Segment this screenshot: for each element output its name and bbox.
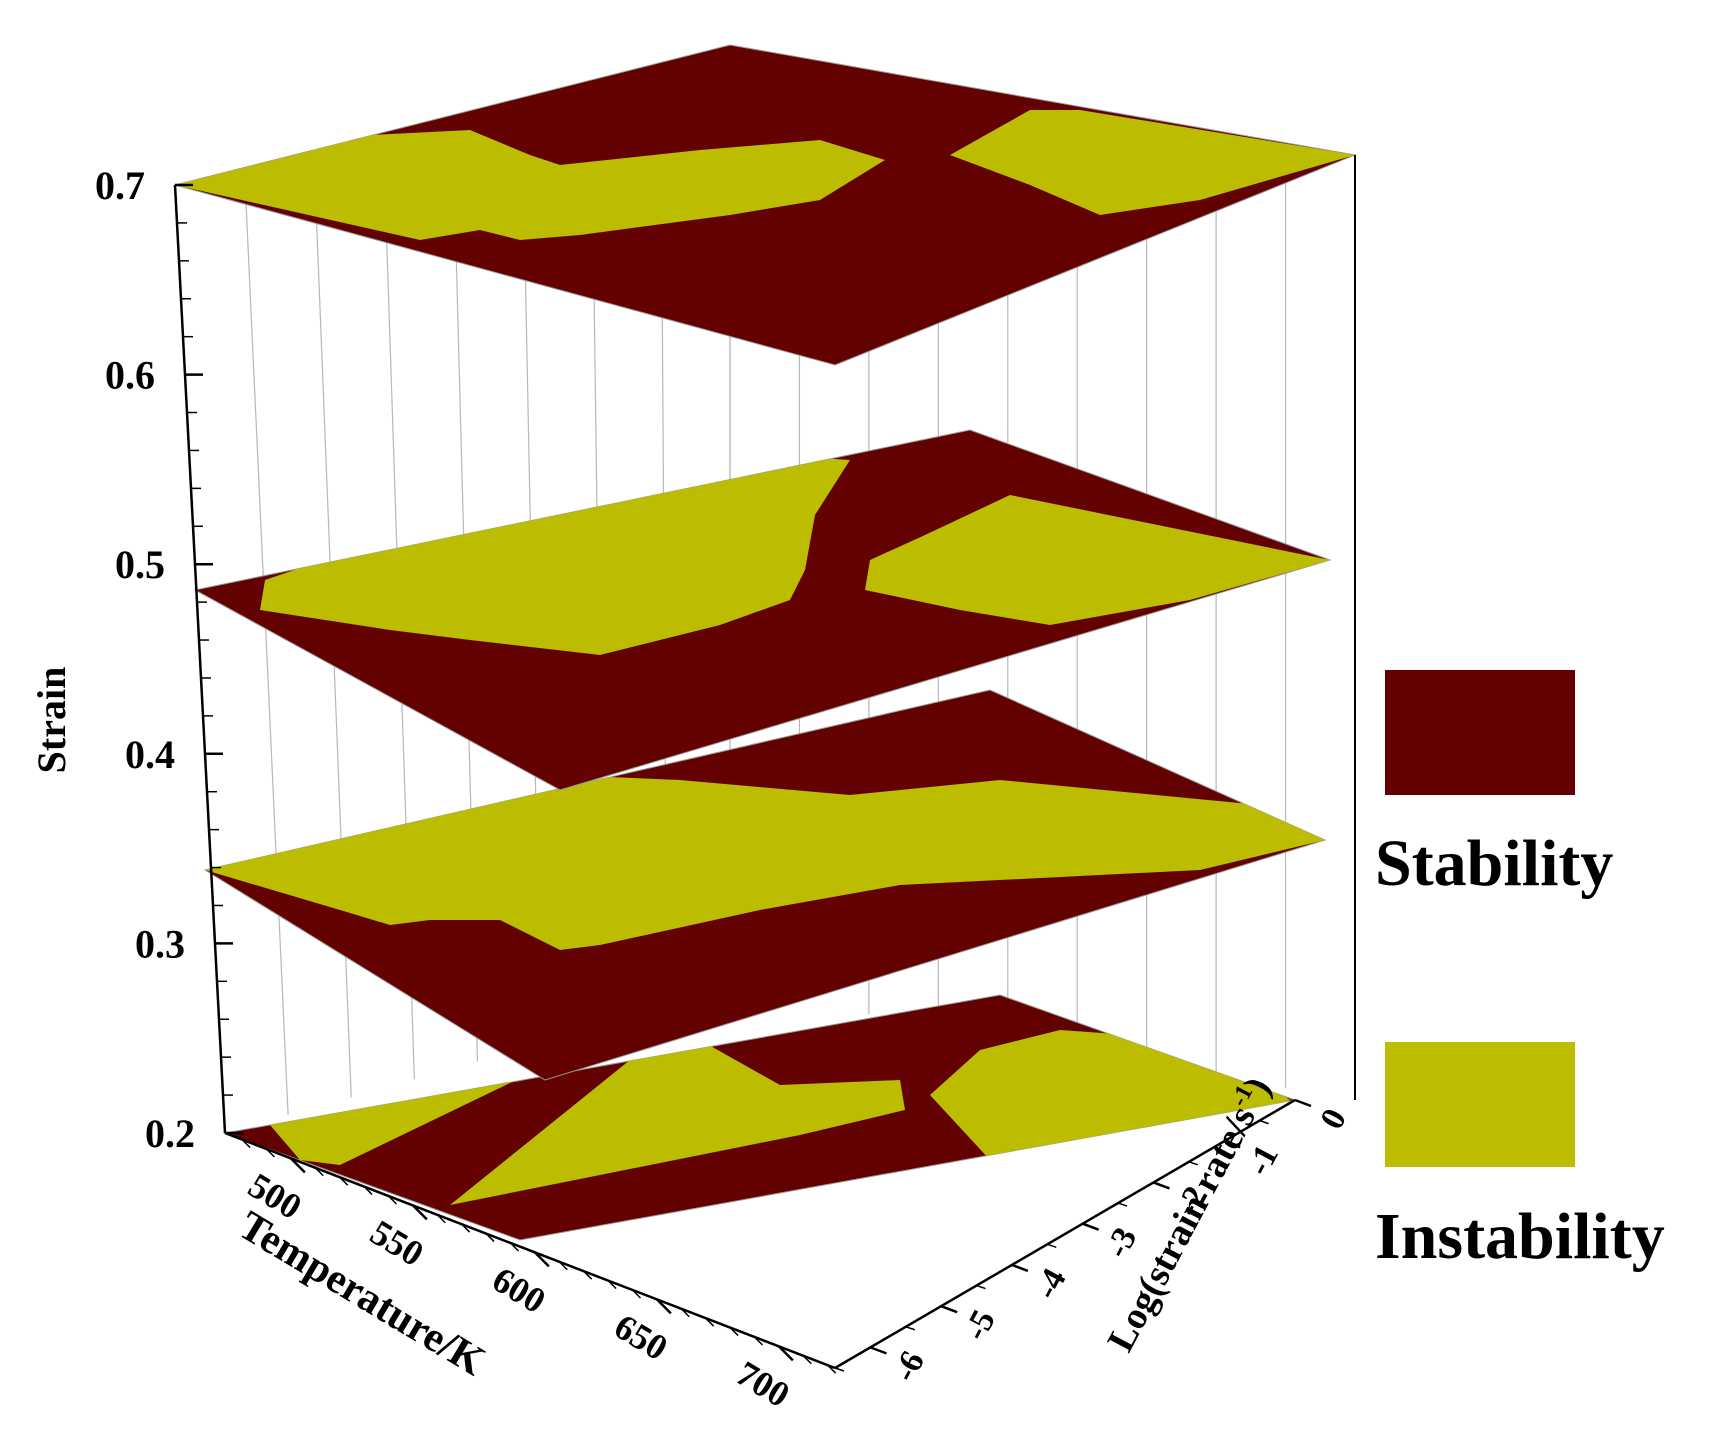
y-axis-line (834, 1098, 1296, 1370)
x-axis-major-tick (533, 1251, 550, 1268)
layer-3-instability-region (950, 110, 1355, 215)
x-axis-minor-tick (363, 1186, 373, 1196)
y-axis-major-tick (1082, 1222, 1100, 1231)
x-axis-minor-tick (753, 1336, 764, 1346)
x-axis-line (224, 1131, 836, 1370)
x-axis-minor-tick (461, 1223, 471, 1233)
z-axis-tick-label: 0.5 (115, 542, 165, 587)
x-axis-minor-tick (607, 1280, 617, 1290)
x-axis-tick-label: 650 (608, 1306, 675, 1368)
y-axis-minor-tick (905, 1326, 916, 1331)
y-axis-major-tick (940, 1304, 958, 1314)
x-axis-minor-tick (339, 1176, 349, 1186)
y-axis-minor-tick (1047, 1243, 1057, 1249)
y-axis-tick-label: -6 (886, 1345, 932, 1387)
y-axis-major-tick (1011, 1263, 1029, 1273)
y-axis-minor-tick (1259, 1119, 1269, 1125)
y-axis-major-tick (1153, 1181, 1170, 1190)
y-axis-minor-tick (834, 1367, 845, 1372)
x-axis-major-tick (777, 1345, 794, 1362)
z-axis-line (173, 184, 227, 1134)
layer-1-instability-region (205, 775, 1325, 950)
contour-layer-1 (203, 689, 1327, 1081)
contour-layer-0 (223, 994, 1297, 1241)
x-axis-minor-tick (436, 1214, 446, 1224)
x-axis-major-tick (289, 1157, 306, 1174)
x-axis-minor-tick (802, 1355, 812, 1365)
y-axis-major-tick (1294, 1098, 1312, 1108)
y-axis-tick-label: -3 (1098, 1222, 1144, 1264)
contour-layer-2 (193, 429, 1332, 791)
grid-line (243, 167, 289, 1116)
x-axis-minor-tick (485, 1233, 495, 1243)
x-axis-minor-tick (509, 1242, 520, 1252)
z-axis-tick-label: 0.2 (145, 1111, 195, 1156)
z-axis-tick-label: 0.7 (95, 163, 145, 208)
x-axis-minor-tick (387, 1195, 398, 1205)
y-axis-minor-tick (1188, 1161, 1199, 1166)
z-axis: 0.2 0.3 0.4 0.5 0.6 0.7 (95, 155, 1356, 1156)
x-axis-minor-tick (631, 1289, 642, 1299)
z-axis-tick-label: 0.4 (125, 732, 175, 777)
y-axis-major-tick (869, 1346, 887, 1355)
x-axis-title: Temperature/K (231, 1203, 493, 1386)
x-axis-minor-tick (729, 1327, 739, 1337)
y-axis-tick-label: -5 (957, 1304, 1003, 1346)
x-axis-major-tick (655, 1298, 672, 1315)
x-axis-minor-tick (827, 1364, 837, 1374)
z-axis-tick-label: 0.3 (135, 921, 185, 966)
legend-label-stability: Stability (1375, 827, 1613, 900)
legend-swatch-stability (1385, 670, 1575, 795)
y-axis-minor-tick (1117, 1202, 1128, 1207)
x-axis-tick-label: 700 (730, 1353, 797, 1415)
y-axis-tick-label: 0 (1313, 1103, 1354, 1135)
layer-2-instability-region (260, 450, 850, 655)
x-axis-minor-tick (680, 1308, 690, 1318)
x-axis-major-tick (411, 1204, 428, 1221)
legend-swatch-instability (1385, 1042, 1575, 1167)
layer-0-instability-region (450, 1040, 905, 1205)
x-axis-tick-label: 600 (486, 1259, 553, 1321)
z-axis-tick-label: 0.6 (105, 353, 155, 398)
y-axis-major-tick (1223, 1140, 1241, 1149)
x-axis-minor-tick (558, 1261, 568, 1271)
legend: Stability Instability (1375, 670, 1665, 1273)
x-axis-minor-tick (241, 1139, 251, 1149)
z-axis-title: Strain (29, 667, 74, 774)
y-axis-minor-tick (976, 1284, 986, 1290)
layer-2-instability-region (865, 495, 1330, 625)
legend-label-instability: Instability (1375, 1200, 1665, 1273)
x-axis-minor-tick (705, 1317, 715, 1327)
x-axis-minor-tick (314, 1167, 324, 1177)
layer-3-instability-region (175, 130, 885, 240)
x-axis-tick-label: 550 (364, 1212, 431, 1274)
contour-layer-3 (173, 44, 1357, 366)
x-axis-minor-tick (265, 1148, 276, 1158)
y-axis-tick-label: -4 (1028, 1263, 1074, 1305)
x-axis-minor-tick (583, 1270, 593, 1280)
